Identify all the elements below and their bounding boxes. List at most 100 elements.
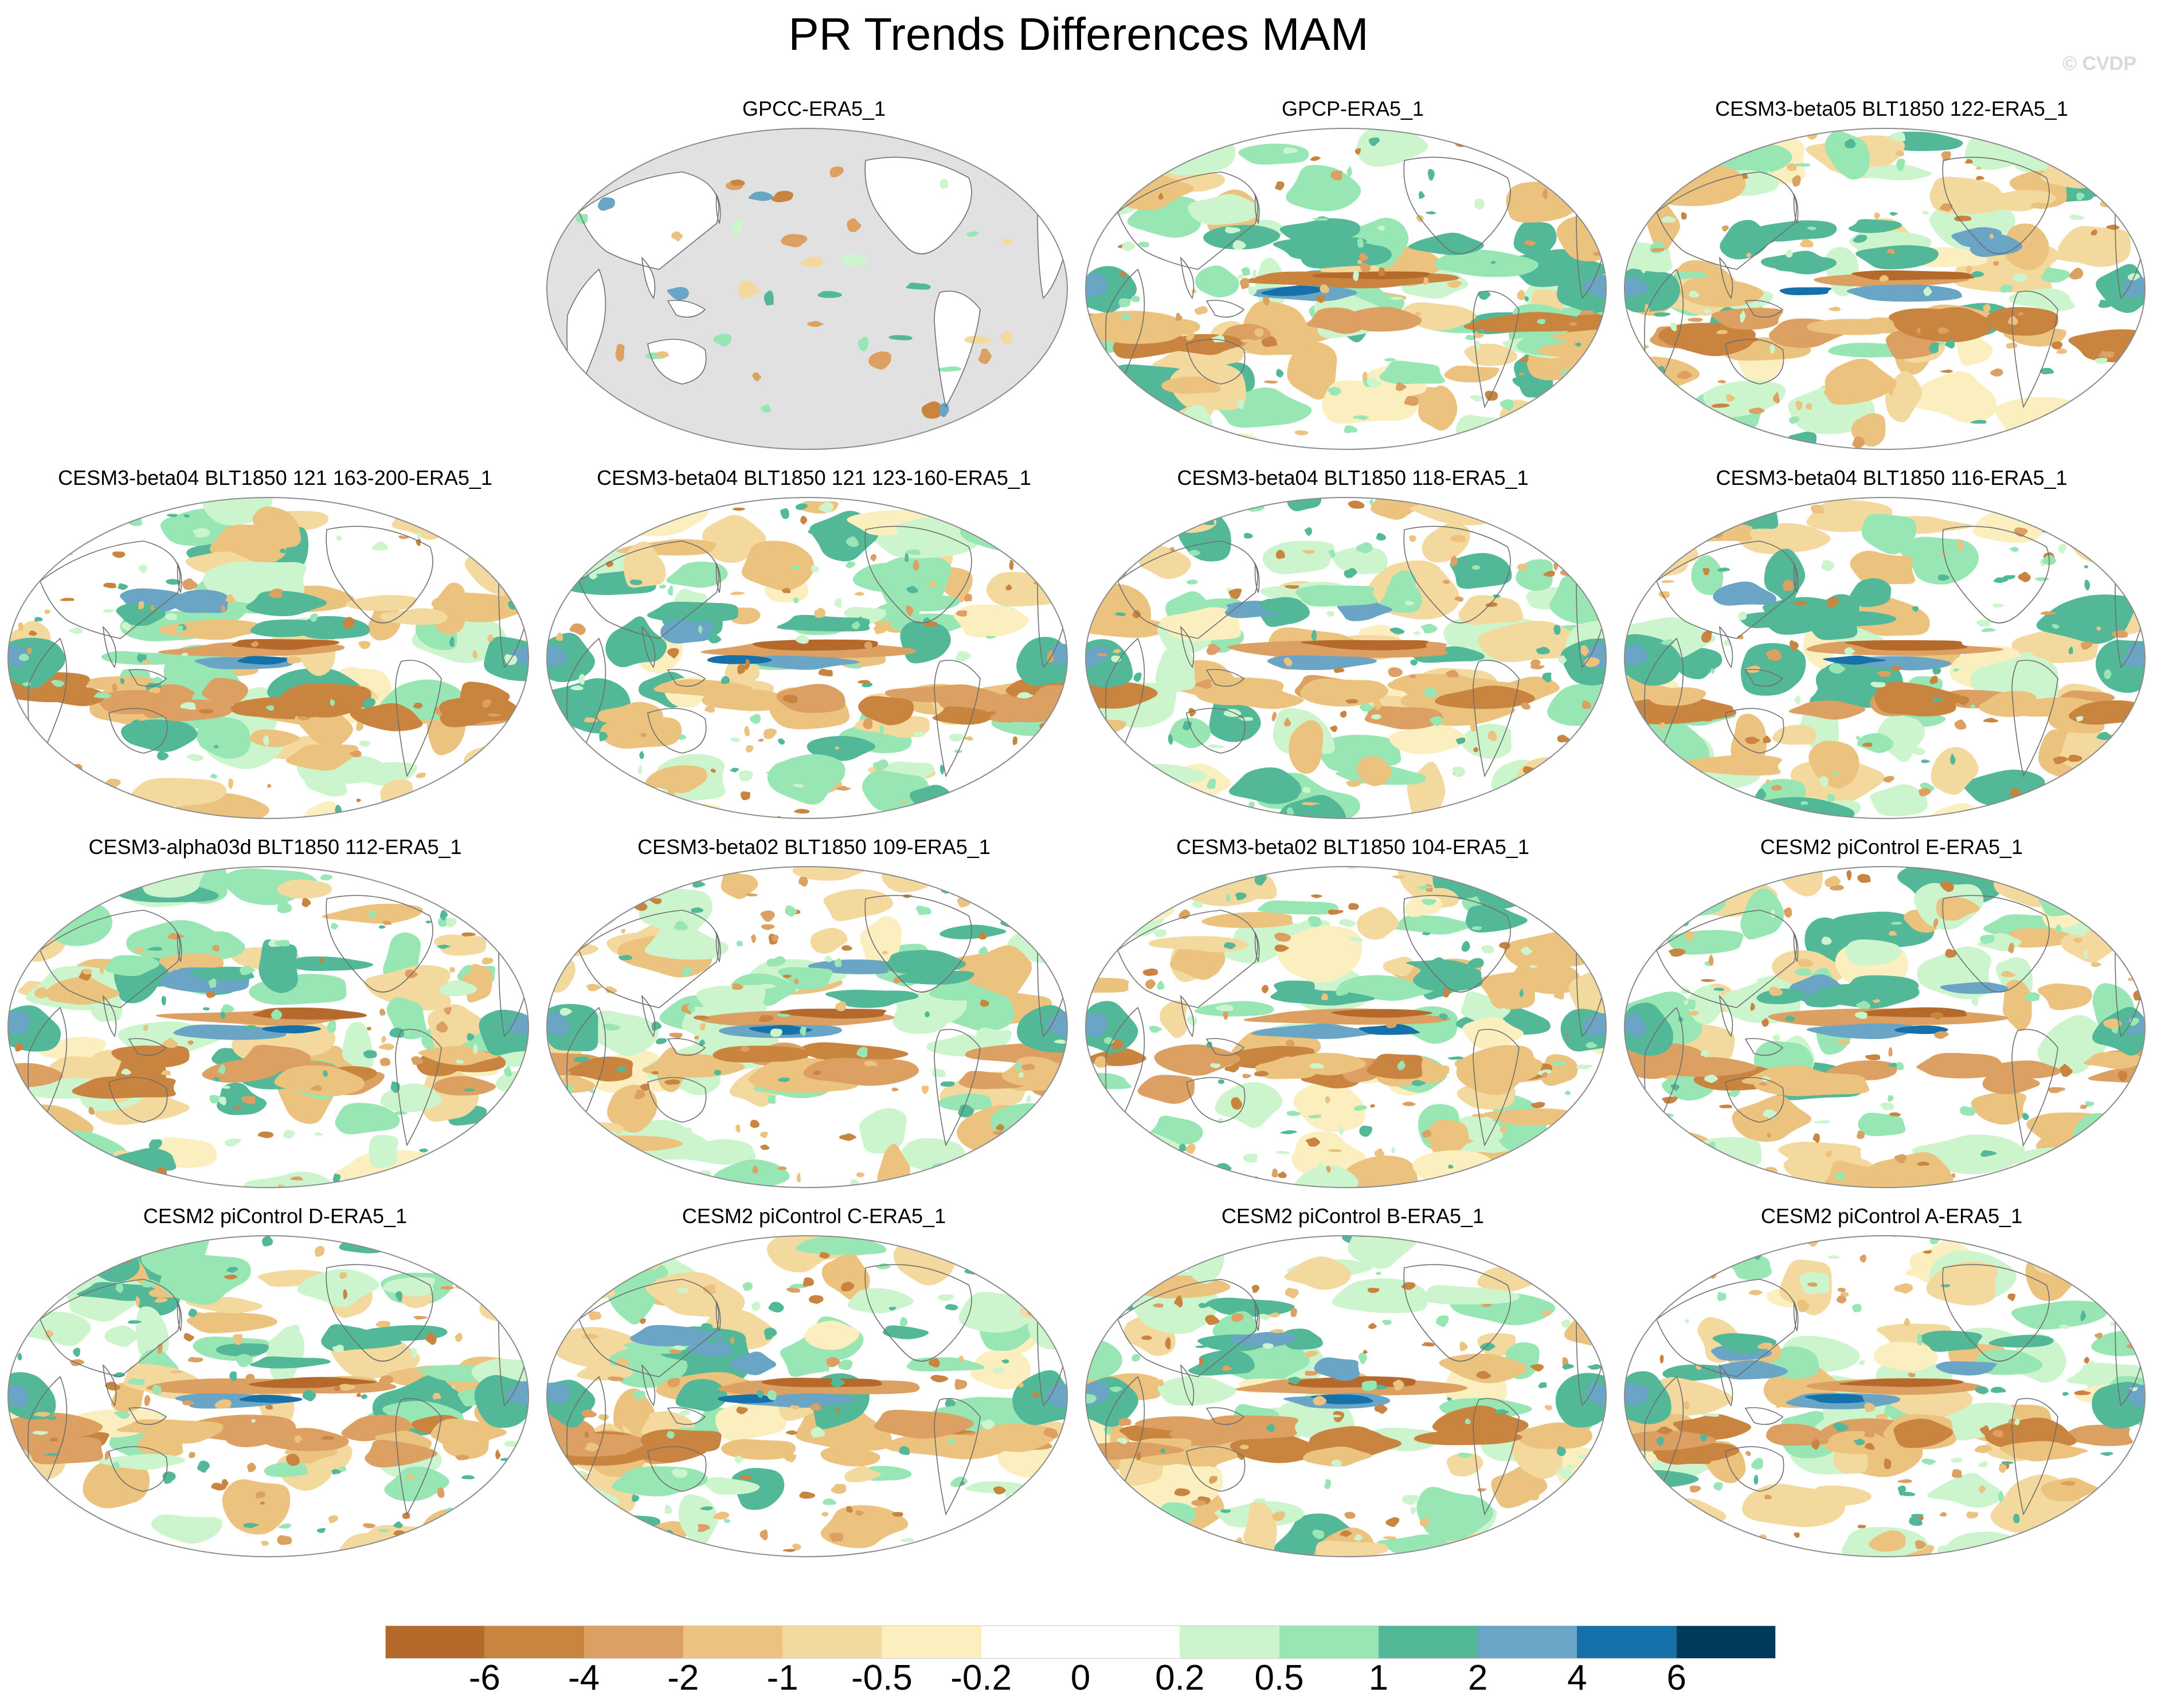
trend-patch [482,1146,494,1154]
trend-patch [1641,402,1712,444]
trend-patch [1553,992,1564,1000]
trend-patch [1785,1015,1795,1022]
trend-patch [1825,130,1870,180]
trend-patch [1160,1448,1165,1454]
trend-patch [1983,718,1998,723]
trend-patch [760,1529,768,1541]
trend-patch [364,965,451,1011]
trend-patch [69,1151,78,1158]
trend-patch [13,744,58,798]
trend-patch [1561,807,1568,812]
trend-patch [1521,702,1530,710]
trend-patch [799,1491,816,1499]
trend-patch [1136,1452,1141,1460]
trend-patch [87,500,100,508]
trend-patch [1339,1125,1344,1136]
trend-patch [1086,273,1107,298]
trend-patch [356,798,361,802]
trend-patch [752,1165,758,1174]
trend-patch [750,1119,760,1128]
trend-patch [1798,1045,1806,1052]
trend-patch [158,619,269,640]
trend-patch [1952,1469,1962,1478]
trend-patch [1701,1413,1720,1417]
trend-patch [1719,1167,1731,1178]
trend-patch [1537,319,1545,324]
trend-patch [614,1525,628,1533]
trend-patch [398,535,410,539]
trend-patch [1179,513,1231,562]
trend-patch [1420,624,1438,634]
trend-patch [65,510,79,516]
trend-patch [2101,1282,2109,1291]
trend-patch [1569,322,1577,327]
trend-patch [1839,1378,1964,1387]
trend-patch [239,966,256,976]
trend-patch [419,1184,425,1188]
trend-patch [17,1353,22,1361]
trend-patch [2050,891,2062,896]
trend-patch [672,1345,686,1350]
trend-patch [594,688,598,696]
map-border [7,497,529,819]
trend-patch [141,1279,159,1288]
trend-patch [1553,438,1559,446]
trend-patch [1976,620,1991,627]
trend-patch [1868,1530,1906,1552]
trend-patch [1681,211,1687,220]
map-panel: CESM3-beta04 BLT1850 121 123-160-ERA5_1 [545,465,1083,832]
trend-patch [1278,1171,1287,1178]
trend-patch [126,875,143,880]
trend-patch [1561,159,1577,170]
trend-patch [1421,899,1436,906]
trend-patch [8,1541,13,1550]
trend-patch [1927,1472,2002,1508]
trend-patch [2123,158,2145,181]
trend-patch [1624,777,1716,812]
trend-patch [274,1065,365,1096]
trend-patch [260,1502,265,1505]
trend-patch [700,1506,713,1511]
trend-patch [856,1172,865,1178]
trend-patch [870,554,877,562]
trend-patch [822,1498,837,1505]
trend-patch [1888,1063,1897,1067]
trend-patch [964,593,972,602]
trend-patch [1016,756,1025,761]
trend-patch [840,254,867,267]
trend-patch [132,874,142,883]
trend-patch [597,197,615,211]
trend-patch [321,1436,335,1440]
trend-patch [694,1036,699,1040]
trend-patch [562,375,585,386]
trend-patch [858,336,869,351]
trend-patch [731,220,743,236]
trend-patch [1779,287,1832,295]
trend-patch [1850,550,1915,586]
trend-patch [1450,1412,1463,1420]
trend-patch [781,234,808,248]
trend-patch [1409,673,1416,679]
trend-patch [1338,919,1356,927]
trend-patch [1217,1118,1224,1125]
trend-patch [1601,891,1606,902]
trend-patch [224,1274,237,1280]
trend-patch [807,321,824,327]
trend-patch [547,645,568,667]
trend-patch [1937,327,1949,334]
trend-patch [1139,544,1191,579]
trend-patch [15,1244,32,1248]
trend-patch [1852,436,1865,449]
trend-patch [2127,517,2143,526]
trend-patch [1348,937,1363,942]
trend-patch [1188,194,1261,225]
trend-patch [577,1304,581,1313]
trend-patch [638,765,643,774]
trend-patch [602,1023,621,1031]
trend-patch [1356,128,1428,167]
trend-patch [1947,445,1955,449]
trend-patch [834,1408,840,1413]
trend-patch [490,1531,498,1539]
trend-patch [939,764,945,775]
trend-patch [2125,920,2138,924]
